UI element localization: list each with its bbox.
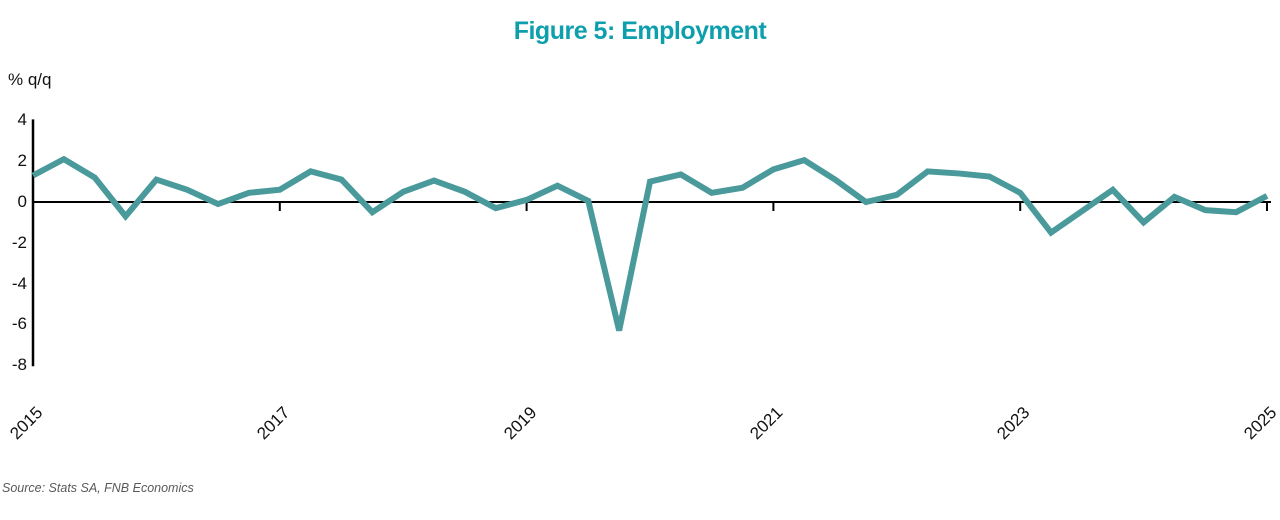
y-tick-label--4: -4 xyxy=(11,273,27,293)
employment-series-line xyxy=(31,155,1269,332)
chart-title: Figure 5: Employment xyxy=(513,17,767,45)
y-tick-label--8: -8 xyxy=(11,355,27,375)
y-tick-label-0: 0 xyxy=(17,192,27,211)
x-axis-ticks xyxy=(32,202,1268,211)
y-tick-label-2: 2 xyxy=(17,151,27,171)
y-tick-label-4: 4 xyxy=(17,110,27,130)
source-note: Source: Stats SA, FNB Economics xyxy=(2,481,194,495)
y-axis-unit-label: % q/q xyxy=(8,70,52,89)
y-tick-label--2: -2 xyxy=(11,232,27,252)
y-tick-label--6: -6 xyxy=(11,314,27,334)
